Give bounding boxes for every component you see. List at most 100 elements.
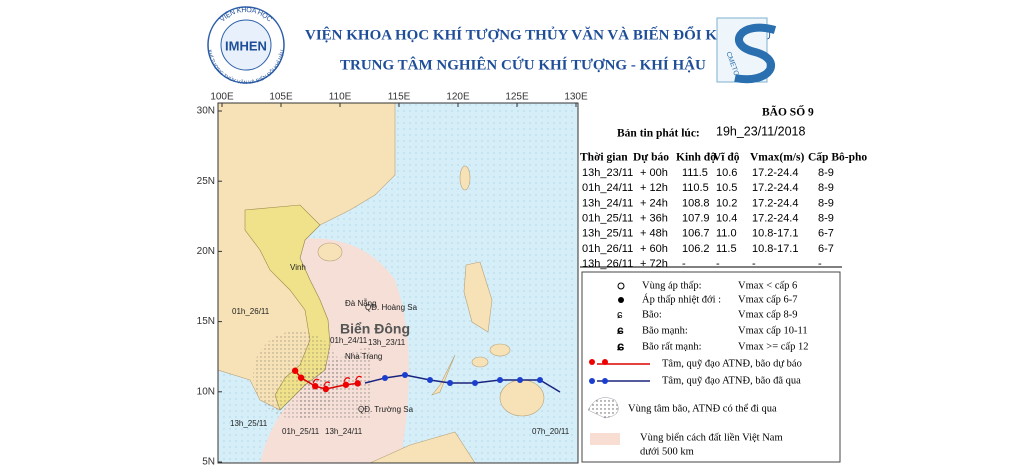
legend-symbol: ɕ: [617, 309, 623, 321]
legend-text: Vùng áp thấp: Vmax < cấp 6 Áp thấp nhiệt đ…: [628, 280, 808, 457]
table-cell: 110.5: [682, 182, 709, 194]
table-header: Vmax(m/s): [750, 152, 804, 164]
storm-curl: [343, 377, 351, 382]
cmetc-logo: CMETC: [716, 17, 777, 84]
map-ticks: 100E 105E 110E 115E 120E 125E 130E 30N 25N 20N 15N…: [197, 92, 588, 468]
table-cell: 10.6: [716, 167, 737, 179]
issued-label: Bản tin phát lúc:: [617, 128, 700, 140]
table-header: Thời gian: [580, 152, 628, 164]
table-header: Kinh độ: [676, 152, 716, 164]
lat-tick-label: 10N: [197, 386, 215, 397]
table-cell: -: [716, 258, 720, 270]
forecast-center: [291, 367, 299, 374]
legend-symbol: ɕ: [617, 323, 624, 337]
sea-name: Biển Đông: [340, 321, 410, 337]
legend-label: Bão rất mạnh:: [642, 341, 702, 352]
table-cell: 106.2: [682, 243, 710, 255]
legend-label: Tâm, quỹ đạo ATNĐ, bão dự báo: [662, 358, 802, 369]
lon-tick-label: 115E: [388, 92, 411, 103]
table-cell: 6-7: [818, 243, 834, 255]
table-cell: 10.8-17.1: [752, 243, 798, 255]
place-label: Vinh: [290, 263, 306, 272]
forecast-track: [291, 367, 363, 393]
lat-tick-label: 15N: [197, 316, 215, 327]
table-header: Cấp Bô-pho: [808, 151, 867, 164]
legend-value: Vmax cấp 6-7: [738, 294, 797, 305]
lon-tick-label: 120E: [446, 92, 470, 103]
table-cell: 111.5: [682, 167, 708, 179]
legend-label: Áp thấp nhiệt đới :: [642, 293, 721, 305]
track-label: 07h_20/11: [532, 427, 570, 436]
table-cell: + 24h: [640, 197, 668, 209]
table-cell: 10.4: [716, 213, 737, 225]
lon-tick-label: 110E: [329, 92, 352, 103]
lat-tick-label: 20N: [197, 246, 215, 257]
table-header: Dự báo: [633, 152, 669, 164]
legend-label: Vùng áp thấp:: [642, 280, 702, 291]
legend-value: Vmax cấp 10-11: [738, 325, 808, 336]
legend-label: Vùng biển cách đất liền Việt Nam: [640, 432, 783, 443]
track-label: 13h_25/11: [230, 419, 268, 428]
past-centers: [382, 372, 543, 386]
logo-text: IMHEN: [225, 38, 267, 53]
map-frame: [217, 102, 579, 464]
table-cell: 01h_24/11: [582, 182, 633, 194]
track-label: 01h_24/11: [330, 336, 368, 345]
table-cell: -: [818, 258, 822, 270]
past-track: [364, 374, 561, 393]
legend-label: Bão mạnh:: [642, 325, 688, 336]
track-label: 13h_24/11: [325, 427, 363, 436]
table-cell: 11.0: [716, 228, 737, 240]
legend-symbol: ɕ: [617, 338, 624, 353]
legend: ɕ ɕ ɕ: [581, 271, 841, 463]
header-title: VIỆN KHOA HỌC KHÍ TƯỢNG THỦY VĂN VÀ BIẾN…: [305, 25, 772, 43]
place-label: QĐ. Trường Sa: [358, 405, 414, 414]
table-cell: 8-9: [818, 167, 834, 179]
legend-label: Vùng tâm bão, ATNĐ có thể đi qua: [628, 403, 777, 414]
table-cell: 13h_26/11: [582, 258, 633, 270]
table-cell: -: [752, 258, 756, 270]
storm-curl: [355, 375, 363, 381]
legend-value: dưới 500 km: [640, 446, 694, 457]
legend-value: Vmax >= cấp 12: [738, 341, 808, 352]
legend-value: Vmax < cấp 6: [738, 280, 797, 291]
table-cell: 13h_23/11: [582, 167, 633, 179]
header-subtitle: TRUNG TÂM NGHIÊN CỨU KHÍ TƯỢNG - KHÍ HẬU: [340, 56, 706, 73]
table-header: Vĩ độ: [713, 152, 740, 164]
place-label: QĐ. Hoàng Sa: [365, 303, 418, 312]
table-cell: 8-9: [818, 213, 834, 225]
track-label: 01h_25/11: [282, 427, 320, 436]
forecast-center: [354, 380, 361, 387]
legend-label: Tâm, quỹ đạo ATNĐ, bão đã qua: [662, 375, 801, 386]
lat-tick-label: 5N: [202, 457, 215, 468]
table-cell: 17.2-24.4: [752, 197, 798, 209]
table-cell: 11.5: [716, 243, 737, 255]
table-cell: 13h_24/11: [582, 197, 633, 209]
table-cell: 17.2-24.4: [752, 182, 798, 194]
storm-curl: [312, 378, 320, 384]
forecast-center: [322, 385, 330, 393]
table-cell: 106.7: [682, 228, 710, 240]
lat-tick-label: 30N: [197, 106, 215, 117]
table-cell: 17.2-24.4: [752, 213, 798, 225]
forecast-center: [342, 381, 350, 388]
place-label: Đà Nẵng: [345, 299, 377, 308]
table-cell: 108.8: [682, 197, 710, 209]
table-cell: 13h_25/11: [582, 228, 633, 240]
table-cell: 6-7: [818, 228, 834, 240]
table-cell: 01h_25/11: [582, 213, 633, 225]
lon-tick-label: 130E: [564, 92, 588, 103]
forecast-center: [312, 382, 319, 390]
imhen-logo: IMHEN VIỆN KHOA HỌC KHÍ TƯỢNG THỦY VĂN V…: [206, 6, 286, 86]
track-label: 01h_26/11: [232, 307, 270, 316]
issued-time: 19h_23/11/2018: [716, 124, 805, 138]
storm-name: BÃO SỐ 9: [762, 104, 814, 119]
lon-tick-label: 100E: [210, 92, 234, 103]
table-cell: 17.2-24.4: [752, 167, 798, 179]
place-label: Nha Trang: [345, 352, 382, 361]
track-label: 13h_23/11: [368, 338, 406, 347]
table-cell: 01h_26/11: [582, 243, 633, 255]
